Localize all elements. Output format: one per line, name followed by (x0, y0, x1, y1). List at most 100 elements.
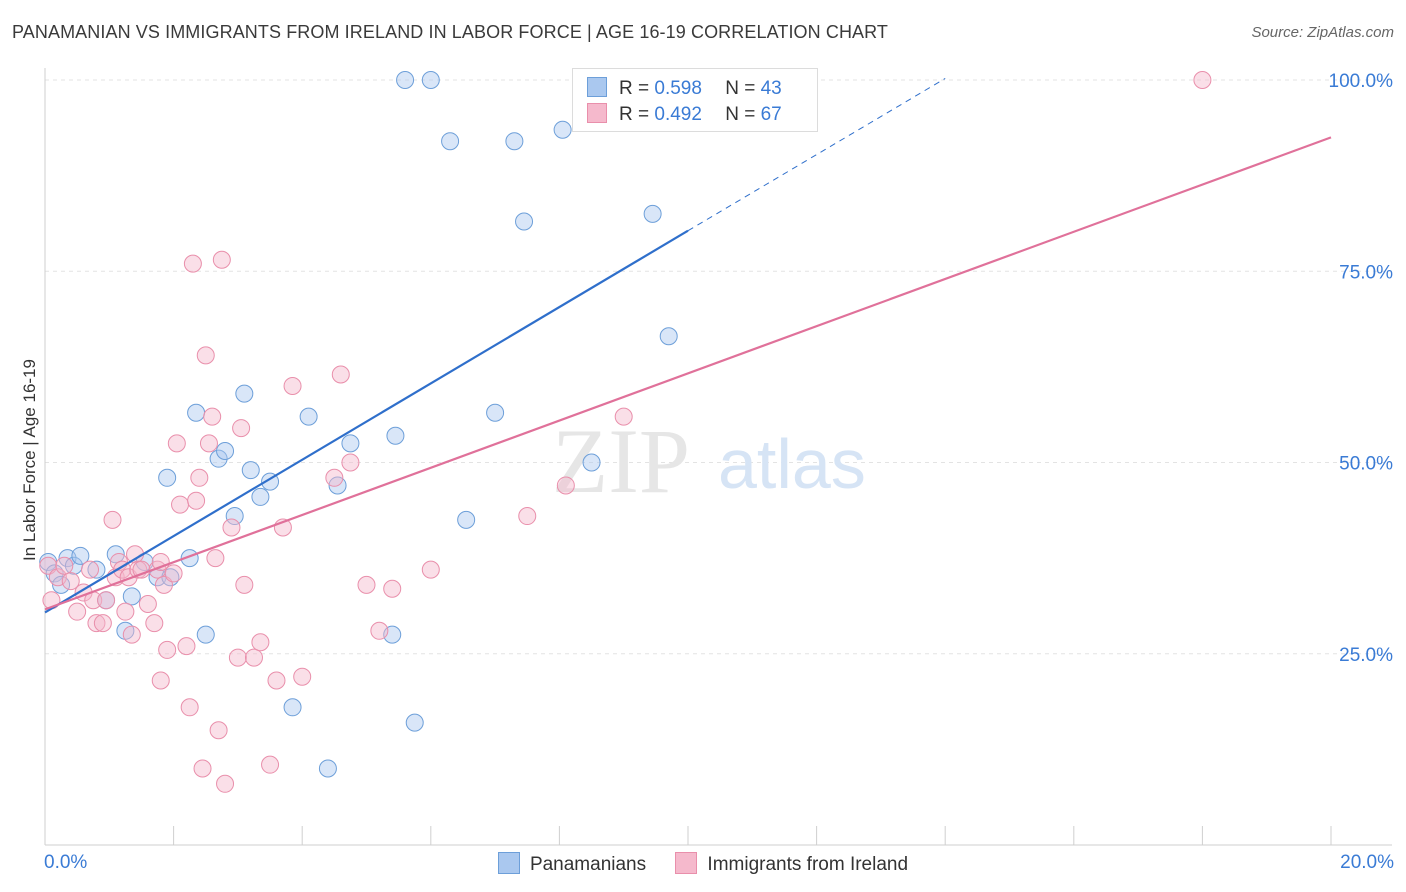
blue-point (225, 507, 244, 526)
blue-point (318, 759, 337, 778)
pink-point (39, 556, 58, 575)
pink-point (151, 671, 170, 690)
blue-point (122, 587, 141, 606)
pink-point (228, 648, 247, 667)
pink-point (222, 518, 241, 537)
blue-point (299, 407, 318, 426)
y-tick-label: 100.0% (1329, 71, 1394, 92)
pink-point (154, 575, 173, 594)
pink-point (421, 560, 440, 579)
blue-point (341, 434, 360, 453)
blue-trend-line (44, 229, 689, 614)
gridlines (45, 79, 1392, 655)
n-label: N = (725, 104, 756, 125)
blue-point (251, 487, 270, 506)
pink-point (183, 254, 202, 273)
source-credit: Source: ZipAtlas.com (1251, 24, 1394, 41)
pink-point (203, 407, 222, 426)
blue-point (196, 625, 215, 644)
chart-title: PANAMANIAN VS IMMIGRANTS FROM IRELAND IN… (12, 22, 889, 42)
n-value: 43 (760, 78, 782, 99)
pink-point (556, 476, 575, 495)
n-label: N = (725, 78, 756, 99)
pink-point (614, 407, 633, 426)
r-value: 0.598 (654, 78, 702, 99)
blue-swatch (497, 852, 520, 874)
blue-point (241, 461, 260, 480)
x-tick-max: 20.0% (1340, 852, 1394, 873)
pink-point (103, 510, 122, 529)
r-label: R = (619, 104, 650, 125)
pink-point (196, 346, 215, 365)
blue-point (87, 560, 106, 579)
pink-point (209, 721, 228, 740)
y-tick-label: 50.0% (1339, 454, 1393, 475)
blue-point (187, 403, 206, 422)
pink-point (518, 507, 537, 526)
pink-point (331, 365, 350, 384)
blue-point (283, 698, 302, 717)
pink-point (283, 377, 302, 395)
blue-point (515, 212, 534, 231)
pink-point (261, 755, 280, 774)
blue-point (386, 426, 405, 445)
pink-point (68, 602, 87, 621)
pink-point (81, 560, 100, 579)
blue-swatch (587, 77, 607, 97)
blue-point (643, 204, 662, 223)
pink-point (180, 698, 199, 717)
blue-point (209, 449, 228, 468)
blue-point (659, 327, 678, 346)
pink-point (357, 575, 376, 594)
blue-point (486, 403, 505, 422)
y-tick-labels: 25.0% 50.0% 75.0% 100.0% (1329, 71, 1394, 666)
watermark-atlas: atlas (718, 425, 866, 503)
pink-point (132, 560, 151, 579)
pink-point (244, 648, 263, 667)
pink-point (87, 614, 106, 633)
blue-point (582, 453, 601, 472)
pink-point (164, 564, 183, 583)
legend-row-panamanians: R = 0.598 N = 43 (587, 77, 782, 99)
pink-point (206, 549, 225, 568)
pink-swatch (587, 103, 607, 123)
blue-point (505, 132, 524, 151)
pink-point (383, 579, 402, 598)
pink-point (190, 468, 209, 487)
pink-point (171, 495, 190, 514)
blue-point (441, 132, 460, 151)
pink-point (216, 774, 235, 793)
pink-point (341, 453, 360, 472)
pink-point (55, 556, 74, 575)
blue-point (421, 71, 440, 89)
pink-point (199, 434, 218, 453)
legend-label: Panamanians (529, 854, 647, 875)
blue-point (405, 713, 424, 732)
legend-item-panamanians[interactable]: Panamanians (497, 852, 647, 876)
pink-point (251, 633, 270, 652)
blue-point (158, 468, 177, 487)
blue-point (553, 120, 572, 139)
legend-item-ireland[interactable]: Immigrants from Ireland (675, 852, 908, 876)
series-legend: Panamanians Immigrants from Ireland (0, 852, 1406, 876)
trend-lines (44, 78, 1332, 614)
pink-point (122, 625, 141, 644)
pink-point (61, 572, 80, 591)
pink-point (232, 419, 251, 438)
x-tick-min: 0.0% (44, 852, 88, 873)
pink-trend-line (44, 136, 1332, 611)
pink-point (370, 621, 389, 640)
pink-point (187, 491, 206, 510)
blue-point (396, 71, 415, 89)
legend-row-ireland: R = 0.492 N = 67 (587, 103, 782, 125)
pink-point (325, 468, 344, 487)
r-value: 0.492 (654, 104, 702, 125)
pink-point (235, 575, 254, 594)
blue-point (71, 546, 90, 565)
pink-point (293, 667, 312, 686)
blue-point (235, 384, 254, 403)
pink-point (93, 614, 112, 633)
pink-swatch (675, 852, 698, 874)
y-tick-label: 25.0% (1339, 645, 1393, 666)
